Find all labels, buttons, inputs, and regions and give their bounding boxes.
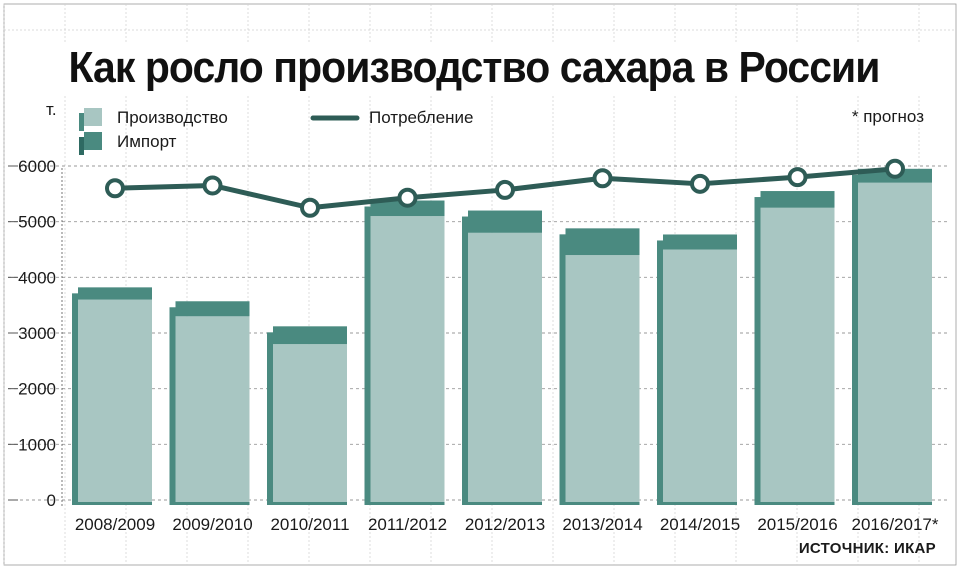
consumption-point: [690, 173, 710, 194]
y-tick-labels: 0 1000 2000 3000 4000 5000 6000: [18, 157, 56, 510]
x-category-label: 2008/2009: [75, 515, 155, 534]
bar-base: [754, 502, 835, 505]
bar-side: [364, 206, 371, 504]
consumption-point: [397, 187, 418, 208]
bar-base: [169, 502, 250, 505]
title-box: Как росло производство сахара в России: [13, 42, 935, 94]
bar-production: [78, 299, 152, 502]
bar-production: [663, 249, 737, 502]
bar-side: [462, 216, 468, 505]
chart-title: Как росло производство сахара в России: [68, 43, 880, 92]
bar-import: [370, 200, 445, 217]
consumption-point: [300, 197, 320, 218]
bar-base: [852, 502, 932, 505]
x-category-label: 2011/2012: [368, 515, 447, 534]
bar-import: [663, 234, 737, 250]
consumption-point: [105, 178, 125, 199]
consumption-point: [787, 167, 808, 188]
bar-production: [370, 216, 445, 502]
bar-base: [559, 502, 640, 505]
legend-production-label: Производство: [117, 108, 228, 127]
bar-side: [754, 197, 761, 505]
bar-production: [565, 255, 640, 502]
source-note: ИСТОЧНИК: ИКАР: [798, 540, 936, 557]
legend-import-label: Импорт: [117, 132, 177, 151]
bar-production: [175, 316, 250, 502]
x-category-label: 2015/2016: [757, 515, 837, 534]
forecast-footnote: * прогноз: [851, 107, 924, 126]
bar-base: [462, 502, 542, 505]
bar-side: [72, 293, 78, 504]
bar-production: [273, 344, 347, 502]
legend-consumption-label: Потребление: [369, 108, 474, 127]
legend-import-swatch-side: [79, 137, 84, 155]
bar-side: [267, 332, 273, 504]
legend-production-swatch-side: [79, 113, 84, 131]
consumption-point: [495, 179, 515, 200]
bar-production: [858, 182, 932, 502]
x-category-label: 2010/2011: [270, 515, 349, 534]
bar-import: [273, 326, 347, 345]
bar-base: [364, 502, 445, 505]
consumption-point: [885, 158, 905, 179]
y-tick-label: 3000: [18, 324, 56, 343]
legend-production-swatch: [84, 108, 102, 126]
y-tick-label: 1000: [18, 435, 56, 454]
bar-import: [760, 191, 835, 208]
x-category-label: 2012/2013: [465, 515, 545, 534]
y-tick-label: 4000: [18, 268, 56, 287]
y-tick-label: 6000: [18, 157, 56, 176]
bar-import: [78, 287, 152, 300]
bar-side: [169, 307, 176, 504]
bar-side: [657, 240, 663, 504]
consumption-point: [592, 168, 613, 189]
bars-layer: [72, 168, 932, 505]
bar-base: [657, 502, 737, 505]
x-category-label: 2013/2014: [562, 515, 642, 534]
bar-base: [72, 502, 152, 505]
x-category-label: 2016/2017*: [852, 515, 939, 534]
bar-import: [468, 210, 542, 233]
bar-side: [852, 174, 858, 505]
bar-production: [760, 207, 835, 502]
x-category-label: 2009/2010: [172, 515, 252, 534]
y-tick-label: 2000: [18, 380, 56, 399]
bar-import: [175, 301, 250, 317]
consumption-point: [202, 175, 223, 196]
y-tick-label: 0: [47, 491, 56, 510]
unit-label: т.: [46, 100, 57, 119]
consumption-line-layer: [105, 158, 905, 218]
bar-production: [468, 232, 542, 503]
legend-swatches: [79, 108, 360, 155]
bar-side: [559, 234, 566, 504]
legend-import-swatch: [84, 132, 102, 150]
x-category-labels: 2008/2009 2009/2010 2010/2011 2011/2012 2012…: [75, 515, 939, 534]
y-tick-label: 5000: [18, 213, 56, 232]
x-category-label: 2014/2015: [660, 515, 740, 534]
bar-base: [267, 502, 347, 505]
bar-import: [565, 228, 640, 256]
